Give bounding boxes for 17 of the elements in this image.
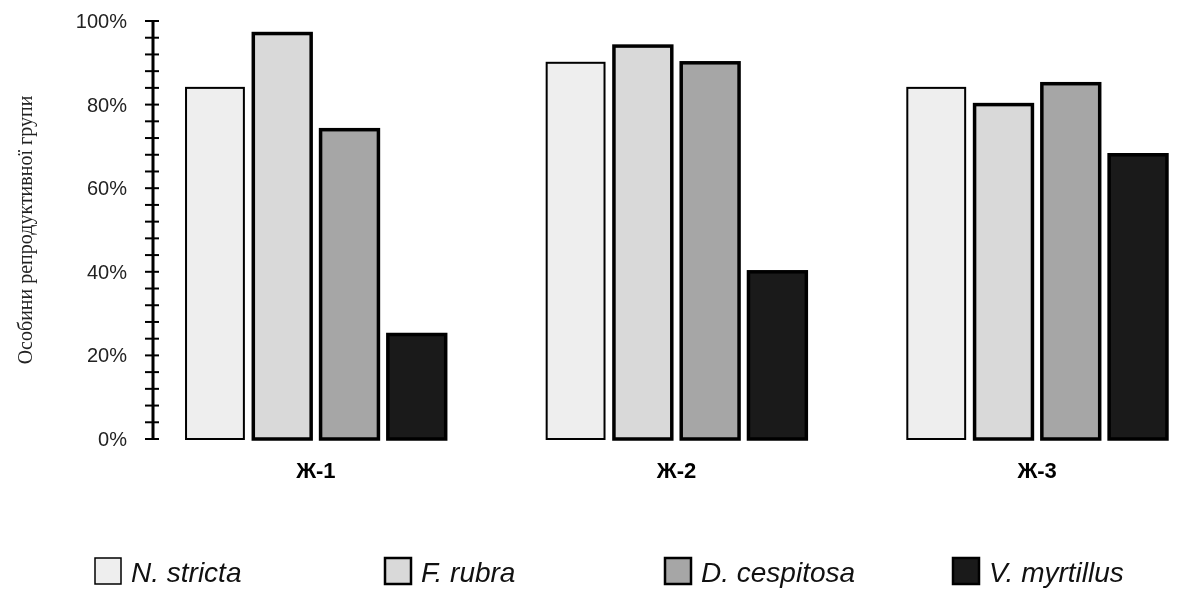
bar bbox=[185, 86, 245, 440]
x-tick-label: Ж-3 bbox=[1016, 458, 1057, 483]
x-tick-label: Ж-2 bbox=[655, 458, 697, 483]
y-tick-label: 100% bbox=[75, 10, 128, 32]
legend-label: D. cespitosa bbox=[701, 556, 856, 588]
y-tick-label: 40% bbox=[86, 260, 128, 283]
y-tick-label: 60% bbox=[86, 177, 128, 200]
bar bbox=[906, 86, 967, 440]
y-axis-title: Особини репродуктивної групи bbox=[14, 95, 37, 365]
legend-label: N. stricta bbox=[131, 556, 242, 588]
bar bbox=[545, 61, 606, 440]
y-tick-label: 20% bbox=[86, 344, 128, 367]
legend-label: F. rubra bbox=[421, 556, 516, 588]
x-tick-label: Ж-1 bbox=[295, 458, 336, 483]
legend-label: V. myrtillus bbox=[989, 556, 1124, 588]
y-tick-label: 0% bbox=[98, 428, 128, 450]
y-tick-label: 80% bbox=[86, 93, 128, 116]
